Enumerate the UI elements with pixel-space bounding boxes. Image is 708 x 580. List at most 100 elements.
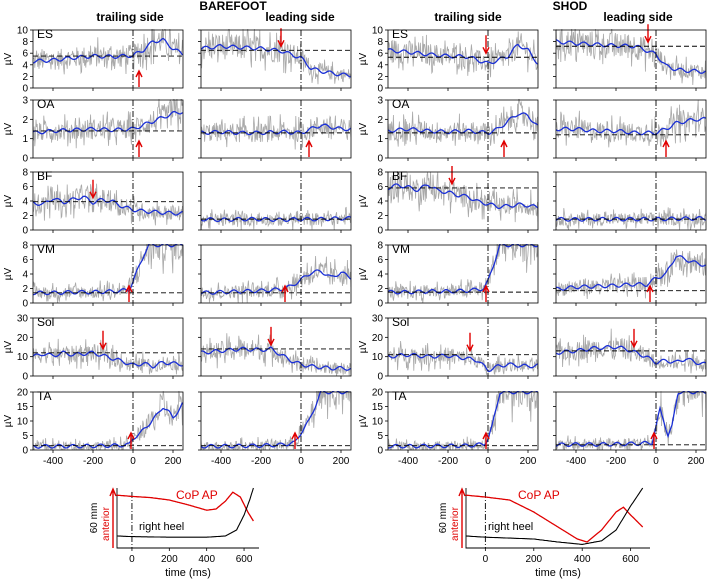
panel-plot-area [33, 29, 183, 88]
onset-arrow [277, 28, 285, 48]
mean-emg-trace [556, 116, 706, 136]
panel-bf-2 [198, 171, 352, 233]
onset-arrow [448, 165, 456, 186]
panel-sol-2 [198, 317, 352, 379]
panel-vm-3: 0 2 4 6 8 µV VM [358, 241, 539, 310]
mean-emg-trace [388, 352, 538, 372]
raw-emg-trace [33, 99, 183, 149]
onset-arrow [500, 139, 508, 157]
y-tick-label: 0 [22, 446, 28, 457]
y-axis-label: µV [358, 194, 369, 207]
panel-oa-1: 0 1 2 3 µV OA [3, 96, 184, 165]
panel-bf-3: 0 2 4 6 8 µV BF [358, 165, 539, 237]
onset-arrow [482, 35, 490, 55]
y-tick-label: 6 [377, 49, 383, 60]
mean-emg-trace [556, 216, 706, 222]
y-axis-label: µV [358, 122, 369, 135]
muscle-label: Sol [37, 315, 54, 329]
panel-plot-area [388, 391, 538, 450]
y-tick-label: 0 [377, 226, 383, 237]
raw-emg-trace [556, 29, 706, 86]
y-tick-label: 0 [22, 226, 28, 237]
x-tick-label: -200 [606, 456, 626, 467]
x-axis-label: time (ms) [535, 567, 581, 579]
y-tick-label: 20 [372, 333, 384, 344]
y-axis-label: µV [358, 414, 369, 427]
shod-title: SHOD [553, 0, 588, 13]
x-tick-label: 0 [298, 456, 304, 467]
panel-plot-area [201, 318, 351, 376]
panel-bf-1: 0 2 4 6 8 µV BF [3, 168, 184, 237]
muscle-label: BF [392, 169, 407, 183]
panel-sol-1: 0 10 20 30 µV Sol [3, 314, 184, 383]
onset-arrow [482, 431, 490, 449]
y-tick-label: 0 [377, 299, 383, 310]
panel-frame [387, 317, 539, 377]
y-tick-label: 6 [22, 255, 28, 266]
y-tick-label: 2 [22, 72, 28, 83]
panel-plot-area [201, 100, 351, 158]
y-tick-label: 2 [377, 115, 383, 126]
x-tick-label: -200 [251, 456, 271, 467]
raw-emg-trace [388, 244, 538, 303]
y-axis-label: µV [3, 267, 14, 280]
mean-emg-trace [201, 216, 351, 223]
onset-arrow [127, 431, 135, 449]
muscle-label: ES [37, 27, 53, 41]
muscle-label: OA [37, 97, 54, 111]
raw-emg-trace [201, 114, 351, 150]
x-tick-label: 200 [161, 554, 178, 565]
y-tick-label: 3 [377, 96, 383, 107]
panel-ta-3: 0 5 10 15 20 µV TA -400 -200 0 200 [358, 388, 539, 467]
panel-ta-4: -400 -200 0 200 [553, 391, 707, 467]
raw-emg-trace [388, 171, 538, 223]
muscle-label: OA [392, 97, 409, 111]
y-axis-label: µV [358, 340, 369, 353]
mean-emg-trace [33, 402, 183, 449]
onset-arrow [135, 139, 143, 157]
onset-arrow [89, 179, 97, 200]
panel-frame [555, 29, 707, 89]
mean-emg-trace [201, 346, 351, 371]
x-tick-label: 200 [525, 554, 542, 565]
muscle-label: VM [392, 242, 410, 256]
kinematics-axes [465, 488, 650, 549]
x-tick-label: 200 [688, 456, 705, 467]
panel-frame [32, 317, 184, 377]
y-tick-label: 2 [377, 211, 383, 222]
x-tick-label: 600 [622, 554, 639, 565]
x-tick-label: -400 [398, 456, 418, 467]
panel-plot-area [33, 99, 183, 158]
panel-bf-4 [553, 171, 707, 233]
y-tick-label: 30 [372, 314, 384, 325]
muscle-label: TA [37, 389, 51, 403]
y-tick-label: 20 [17, 388, 29, 399]
y-axis-label: µV [3, 340, 14, 353]
panel-frame [200, 244, 352, 304]
barefoot-title: BAREFOOT [199, 0, 267, 13]
panel-plot-area [201, 29, 351, 88]
onset-arrow [267, 326, 275, 347]
y-tick-label: 0 [22, 372, 28, 383]
y-tick-label: 10 [17, 26, 29, 37]
panel-vm-2 [198, 244, 352, 306]
panel-oa-4 [553, 99, 707, 161]
column-title-3: trailing side [434, 10, 502, 24]
y-tick-label: 4 [377, 197, 383, 208]
muscle-label: BF [37, 169, 52, 183]
y-tick-label: 20 [372, 388, 384, 399]
x-tick-label: -200 [83, 456, 103, 467]
y-axis-label: µV [3, 194, 14, 207]
panel-plot-area [33, 391, 183, 450]
x-tick-label: 200 [165, 456, 182, 467]
y-tick-label: 2 [22, 284, 28, 295]
y-tick-label: 4 [22, 270, 28, 281]
mean-emg-trace [388, 43, 538, 65]
raw-emg-trace [388, 31, 538, 78]
heel-label: right heel [139, 521, 184, 533]
x-tick-label: -200 [438, 456, 458, 467]
panel-frame [32, 99, 184, 159]
x-tick-label: 0 [483, 554, 489, 565]
panel-es-4 [553, 24, 707, 91]
